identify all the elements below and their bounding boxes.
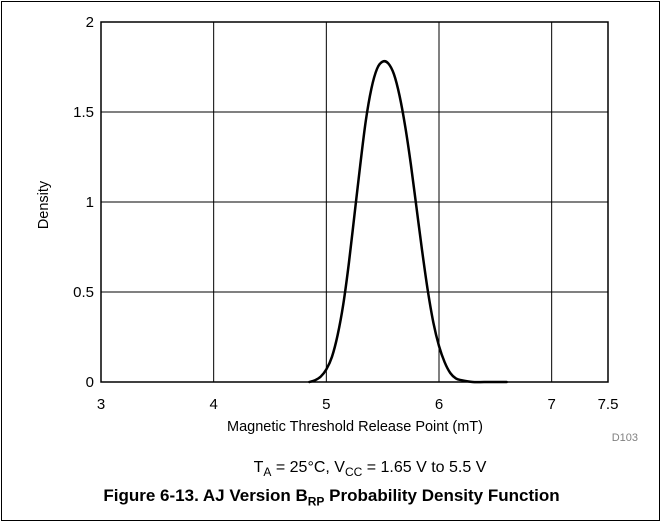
x-tick-label: 5 (322, 396, 330, 413)
caption-suffix: Probability Density Function (324, 486, 560, 505)
caption-subscript: RP (307, 494, 325, 509)
x-tick-label: 4 (209, 396, 217, 413)
figure-caption: Figure 6-13. AJ Version BRP Probability … (0, 486, 663, 508)
plot-border (100, 21, 609, 383)
test-conditions: TA = 25°C, VCC = 1.65 V to 5.5 V (254, 459, 487, 479)
y-tick-labels: 0 0.5 1 1.5 2 (73, 14, 94, 391)
caption-prefix: Figure 6-13. AJ Version B (103, 486, 308, 505)
x-tick-label: 7.5 (598, 396, 619, 413)
x-tick-label: 7 (547, 396, 555, 413)
figure-code: D103 (612, 432, 638, 444)
grid (101, 22, 608, 382)
x-tick-label: 3 (97, 396, 105, 413)
density-curve (308, 59, 508, 384)
x-tick-labels: 3 4 5 6 7 7.5 (97, 396, 619, 413)
y-tick-label: 0.5 (73, 284, 94, 301)
y-tick-label: 1.5 (73, 104, 94, 121)
y-tick-label: 2 (86, 14, 94, 31)
y-tick-label: 0 (86, 374, 94, 391)
y-tick-label: 1 (86, 194, 94, 211)
x-tick-label: 6 (435, 396, 443, 413)
y-axis-label: Density (36, 180, 52, 229)
x-axis-label: Magnetic Threshold Release Point (mT) (227, 419, 483, 435)
